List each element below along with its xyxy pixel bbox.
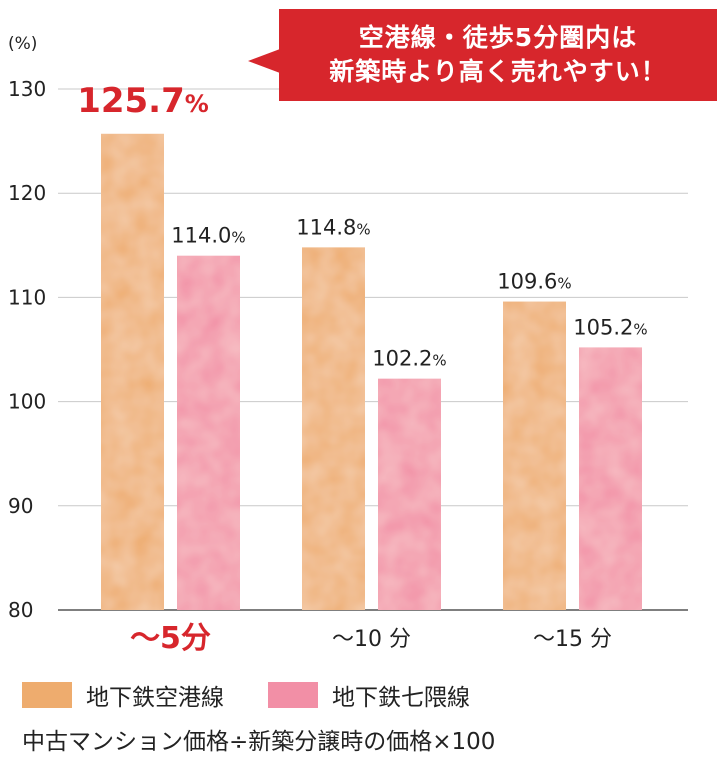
- bar-value-label: 125.7%: [77, 81, 209, 121]
- legend-swatch-kuko: [22, 682, 72, 708]
- callout-box: 空港線・徒歩5分圏内は 新築時より高く売れやすい！: [279, 9, 717, 101]
- legend-label-kuko: 地下鉄空港線: [86, 685, 224, 711]
- bar-nanakuma: [378, 378, 441, 610]
- legend-swatch-nanakuma: [268, 682, 318, 708]
- y-axis-unit: (%): [8, 34, 37, 54]
- y-tick-label: 90: [8, 494, 33, 518]
- bar-value-label: 114.8%: [296, 215, 370, 239]
- y-tick-label: 120: [8, 181, 46, 205]
- bar-nanakuma: [177, 255, 240, 610]
- bar-kuko: [503, 301, 566, 610]
- legend: 地下鉄空港線 地下鉄七隈線: [22, 678, 514, 712]
- data-labels: 125.7% 114.8% 109.6% 114.0% 102.2% 105.2%: [77, 81, 647, 371]
- y-tick-label: 100: [8, 390, 46, 414]
- bar-chart: 125.7% 114.8% 109.6% 114.0% 102.2% 105.2% (%)…: [8, 34, 688, 656]
- y-tick-label: 130: [8, 77, 46, 101]
- legend-item-kuko: 地下鉄空港線: [22, 678, 224, 712]
- legend-label-nanakuma: 地下鉄七隈線: [332, 685, 470, 711]
- y-tick-label: 80: [8, 598, 33, 622]
- bar-value-label: 102.2%: [372, 347, 446, 371]
- bar-value-label: 105.2%: [573, 315, 647, 339]
- bar-value-label: 114.0%: [171, 224, 245, 248]
- bar-kuko: [302, 247, 365, 610]
- bar-value-label: 109.6%: [497, 270, 571, 294]
- y-tick-label: 110: [8, 285, 46, 309]
- bars: [101, 133, 642, 610]
- callout-line-2: 新築時より高く売れやすい！: [329, 57, 667, 86]
- x-category-label: 〜10 分: [332, 627, 411, 652]
- bar-nanakuma: [579, 347, 642, 610]
- bar-kuko: [101, 133, 164, 610]
- callout-line-1: 空港線・徒歩5分圏内は: [358, 23, 638, 52]
- legend-item-nanakuma: 地下鉄七隈線: [268, 678, 470, 712]
- formula-note: 中古マンション価格÷新築分譲時の価格×100: [22, 729, 496, 755]
- x-category-label: 〜15 分: [533, 627, 612, 652]
- axis-labels: (%) 80 90 100 110 120 130 〜5分 〜10 分 〜15 分: [8, 34, 612, 656]
- x-category-label: 〜5分: [130, 621, 211, 656]
- callout-tail: [248, 49, 280, 73]
